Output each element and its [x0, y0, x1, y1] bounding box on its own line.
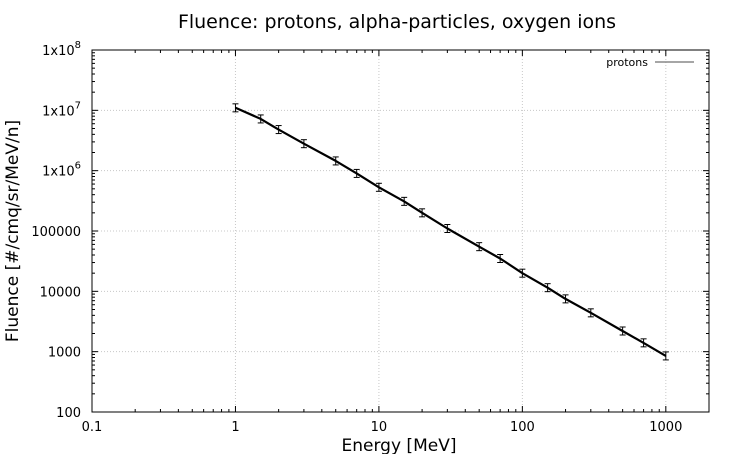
x-tick-label: 10 [371, 420, 388, 435]
legend-label-protons: protons [606, 56, 648, 69]
ticks: 0.1 1 10 100 1000 100 1000 10000 100000 1x106 1x10… [31, 40, 710, 435]
x-tick-label: 100 [510, 420, 535, 435]
y-tick-label: 100000 [31, 225, 81, 240]
series-layer [232, 103, 669, 361]
chart-title: Fluence: protons, alpha-particles, oxyge… [178, 11, 616, 33]
y-tick-label: 1x108 [42, 40, 81, 59]
x-tick-label: 1 [231, 420, 239, 435]
x-tick-label: 0.1 [82, 420, 103, 435]
x-axis-label: Energy [MeV] [342, 436, 457, 454]
y-tick-label: 1x106 [42, 161, 81, 180]
plot-frame [91, 49, 710, 413]
grid [92, 50, 709, 412]
legend: protons [606, 56, 694, 69]
y-tick-label: 1x107 [42, 100, 81, 119]
series-line-protons [235, 106, 667, 357]
y-axis-label: Fluence [#/cmq/sr/MeV/n] [3, 120, 23, 342]
x-tick-label: 1000 [649, 420, 682, 435]
y-tick-label: 100 [56, 406, 81, 421]
y-tick-label: 10000 [40, 285, 81, 300]
y-tick-label: 1000 [48, 346, 81, 361]
